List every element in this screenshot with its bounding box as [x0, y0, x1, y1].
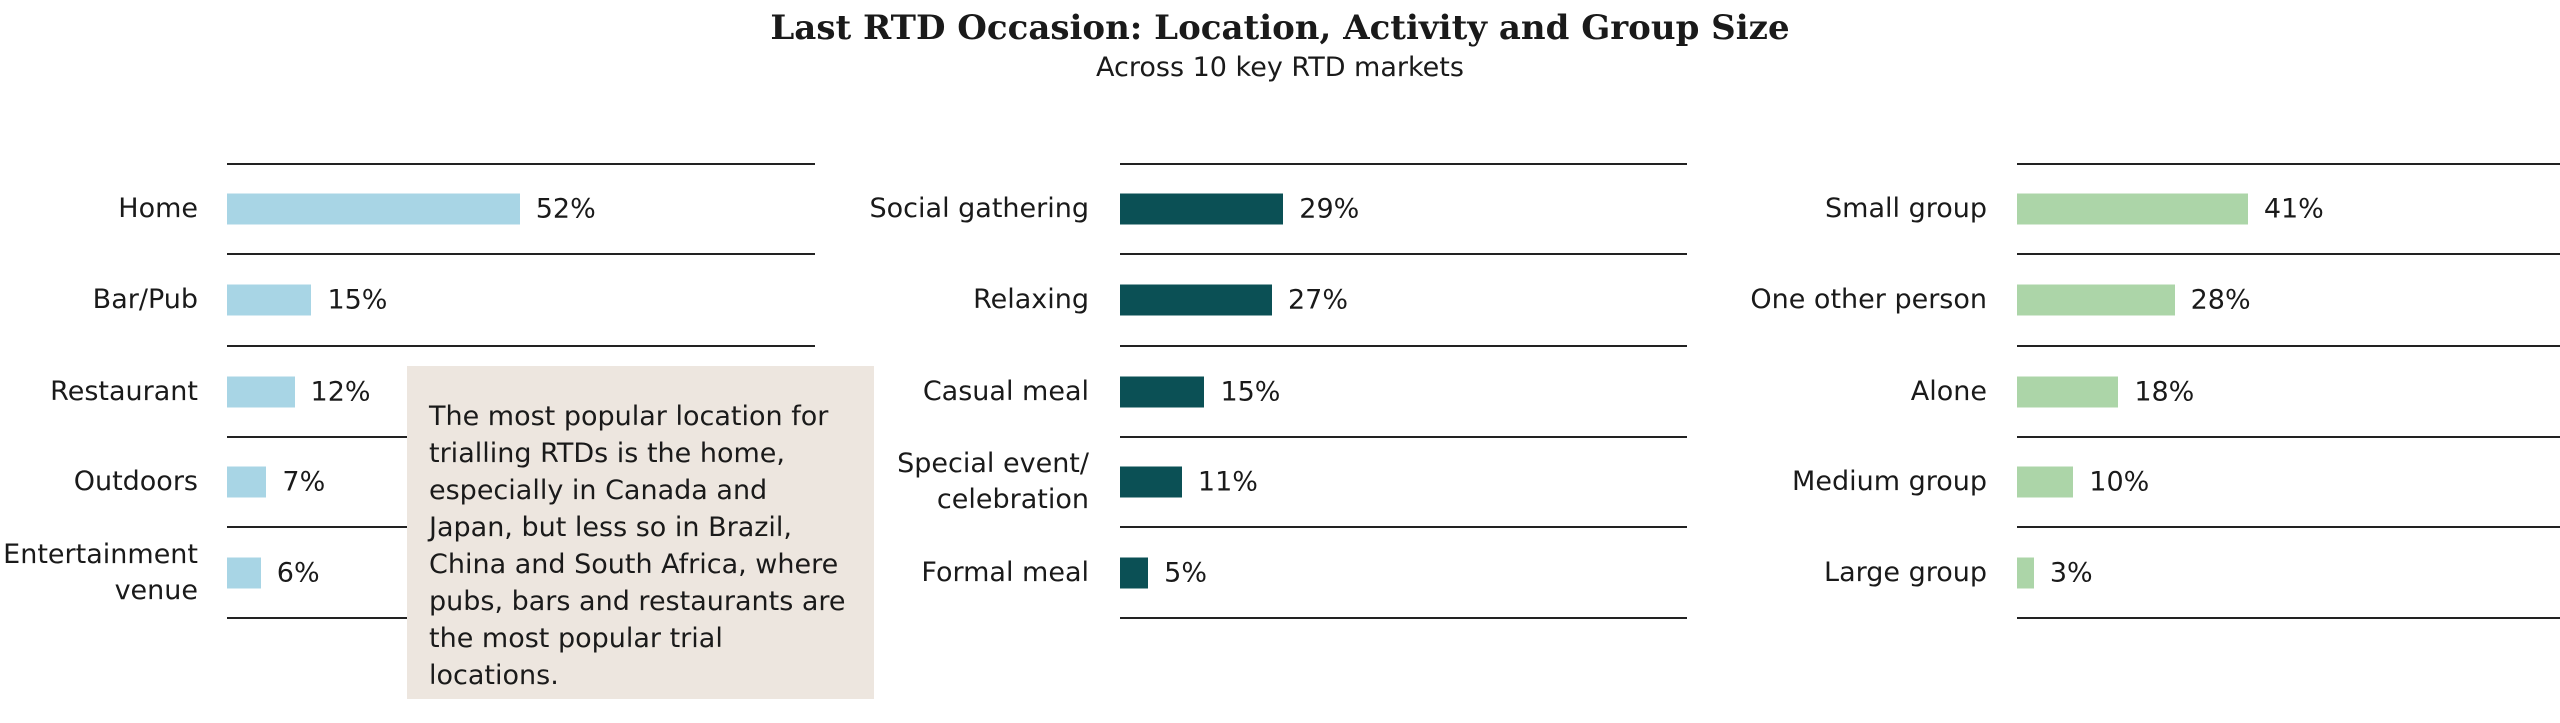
chart-title: Last RTD Occasion: Location, Activity an… [770, 8, 1790, 48]
row-rule [1120, 617, 1687, 619]
value-label: 10% [2089, 466, 2150, 498]
bar [2017, 557, 2034, 588]
annotation-box: The most popular location for trialling … [407, 366, 874, 699]
row-rule [1120, 253, 1687, 255]
value-label: 7% [282, 466, 326, 498]
bar [1120, 557, 1149, 588]
row-rule [1120, 526, 1687, 528]
row-rule [2017, 617, 2560, 619]
value-label: 41% [2263, 193, 2324, 225]
value-label: 28% [2190, 284, 2251, 316]
category-label: Entertainment venue [3, 538, 198, 606]
value-label: 5% [1164, 557, 1207, 588]
row-rule [2017, 345, 2560, 347]
value-label: 12% [310, 376, 371, 407]
row-rule [2017, 436, 2560, 438]
category-label: Outdoors [73, 466, 198, 497]
category-label: Relaxing [973, 284, 1089, 315]
category-label: Bar/Pub [92, 284, 198, 315]
value-label: 29% [1299, 193, 1360, 225]
row-rule [1120, 163, 1687, 165]
category-label: One other person [1750, 284, 1987, 315]
bar [227, 466, 267, 498]
value-label: 52% [535, 193, 596, 225]
bar [227, 376, 295, 407]
category-label: Formal meal [921, 556, 1089, 588]
category-label: Alone [1910, 375, 1987, 407]
row-rule [227, 345, 815, 347]
bar [227, 284, 312, 316]
bar [1120, 466, 1182, 498]
row-rule [227, 253, 815, 255]
bar [227, 193, 520, 225]
category-label: Home [118, 193, 198, 224]
value-label: 15% [327, 284, 388, 316]
value-label: 18% [2134, 376, 2195, 407]
row-rule [2017, 526, 2560, 528]
category-label: Large group [1824, 556, 1987, 588]
row-rule [1120, 436, 1687, 438]
category-label: Social gathering [869, 193, 1089, 224]
bar [1120, 376, 1205, 407]
bar [227, 557, 261, 588]
category-label: Special event/ celebration [897, 448, 1089, 515]
bar [2017, 284, 2175, 316]
value-label: 11% [1197, 466, 1258, 498]
row-rule [2017, 163, 2560, 165]
category-label: Restaurant [50, 375, 198, 407]
category-label: Casual meal [922, 375, 1089, 407]
bar [1120, 193, 1284, 225]
category-label: Medium group [1792, 466, 1987, 497]
chart-subtitle: Across 10 key RTD markets [1096, 52, 1464, 83]
row-rule [1120, 345, 1687, 347]
bar [2017, 376, 2119, 407]
value-label: 3% [2049, 557, 2093, 588]
category-label: Small group [1825, 193, 1987, 224]
value-label: 15% [1220, 376, 1281, 407]
bar [2017, 193, 2248, 225]
row-rule [2017, 253, 2560, 255]
value-label: 6% [276, 557, 320, 588]
bar [2017, 466, 2074, 498]
value-label: 27% [1288, 284, 1349, 316]
bar [1120, 284, 1272, 316]
row-rule [227, 163, 815, 165]
